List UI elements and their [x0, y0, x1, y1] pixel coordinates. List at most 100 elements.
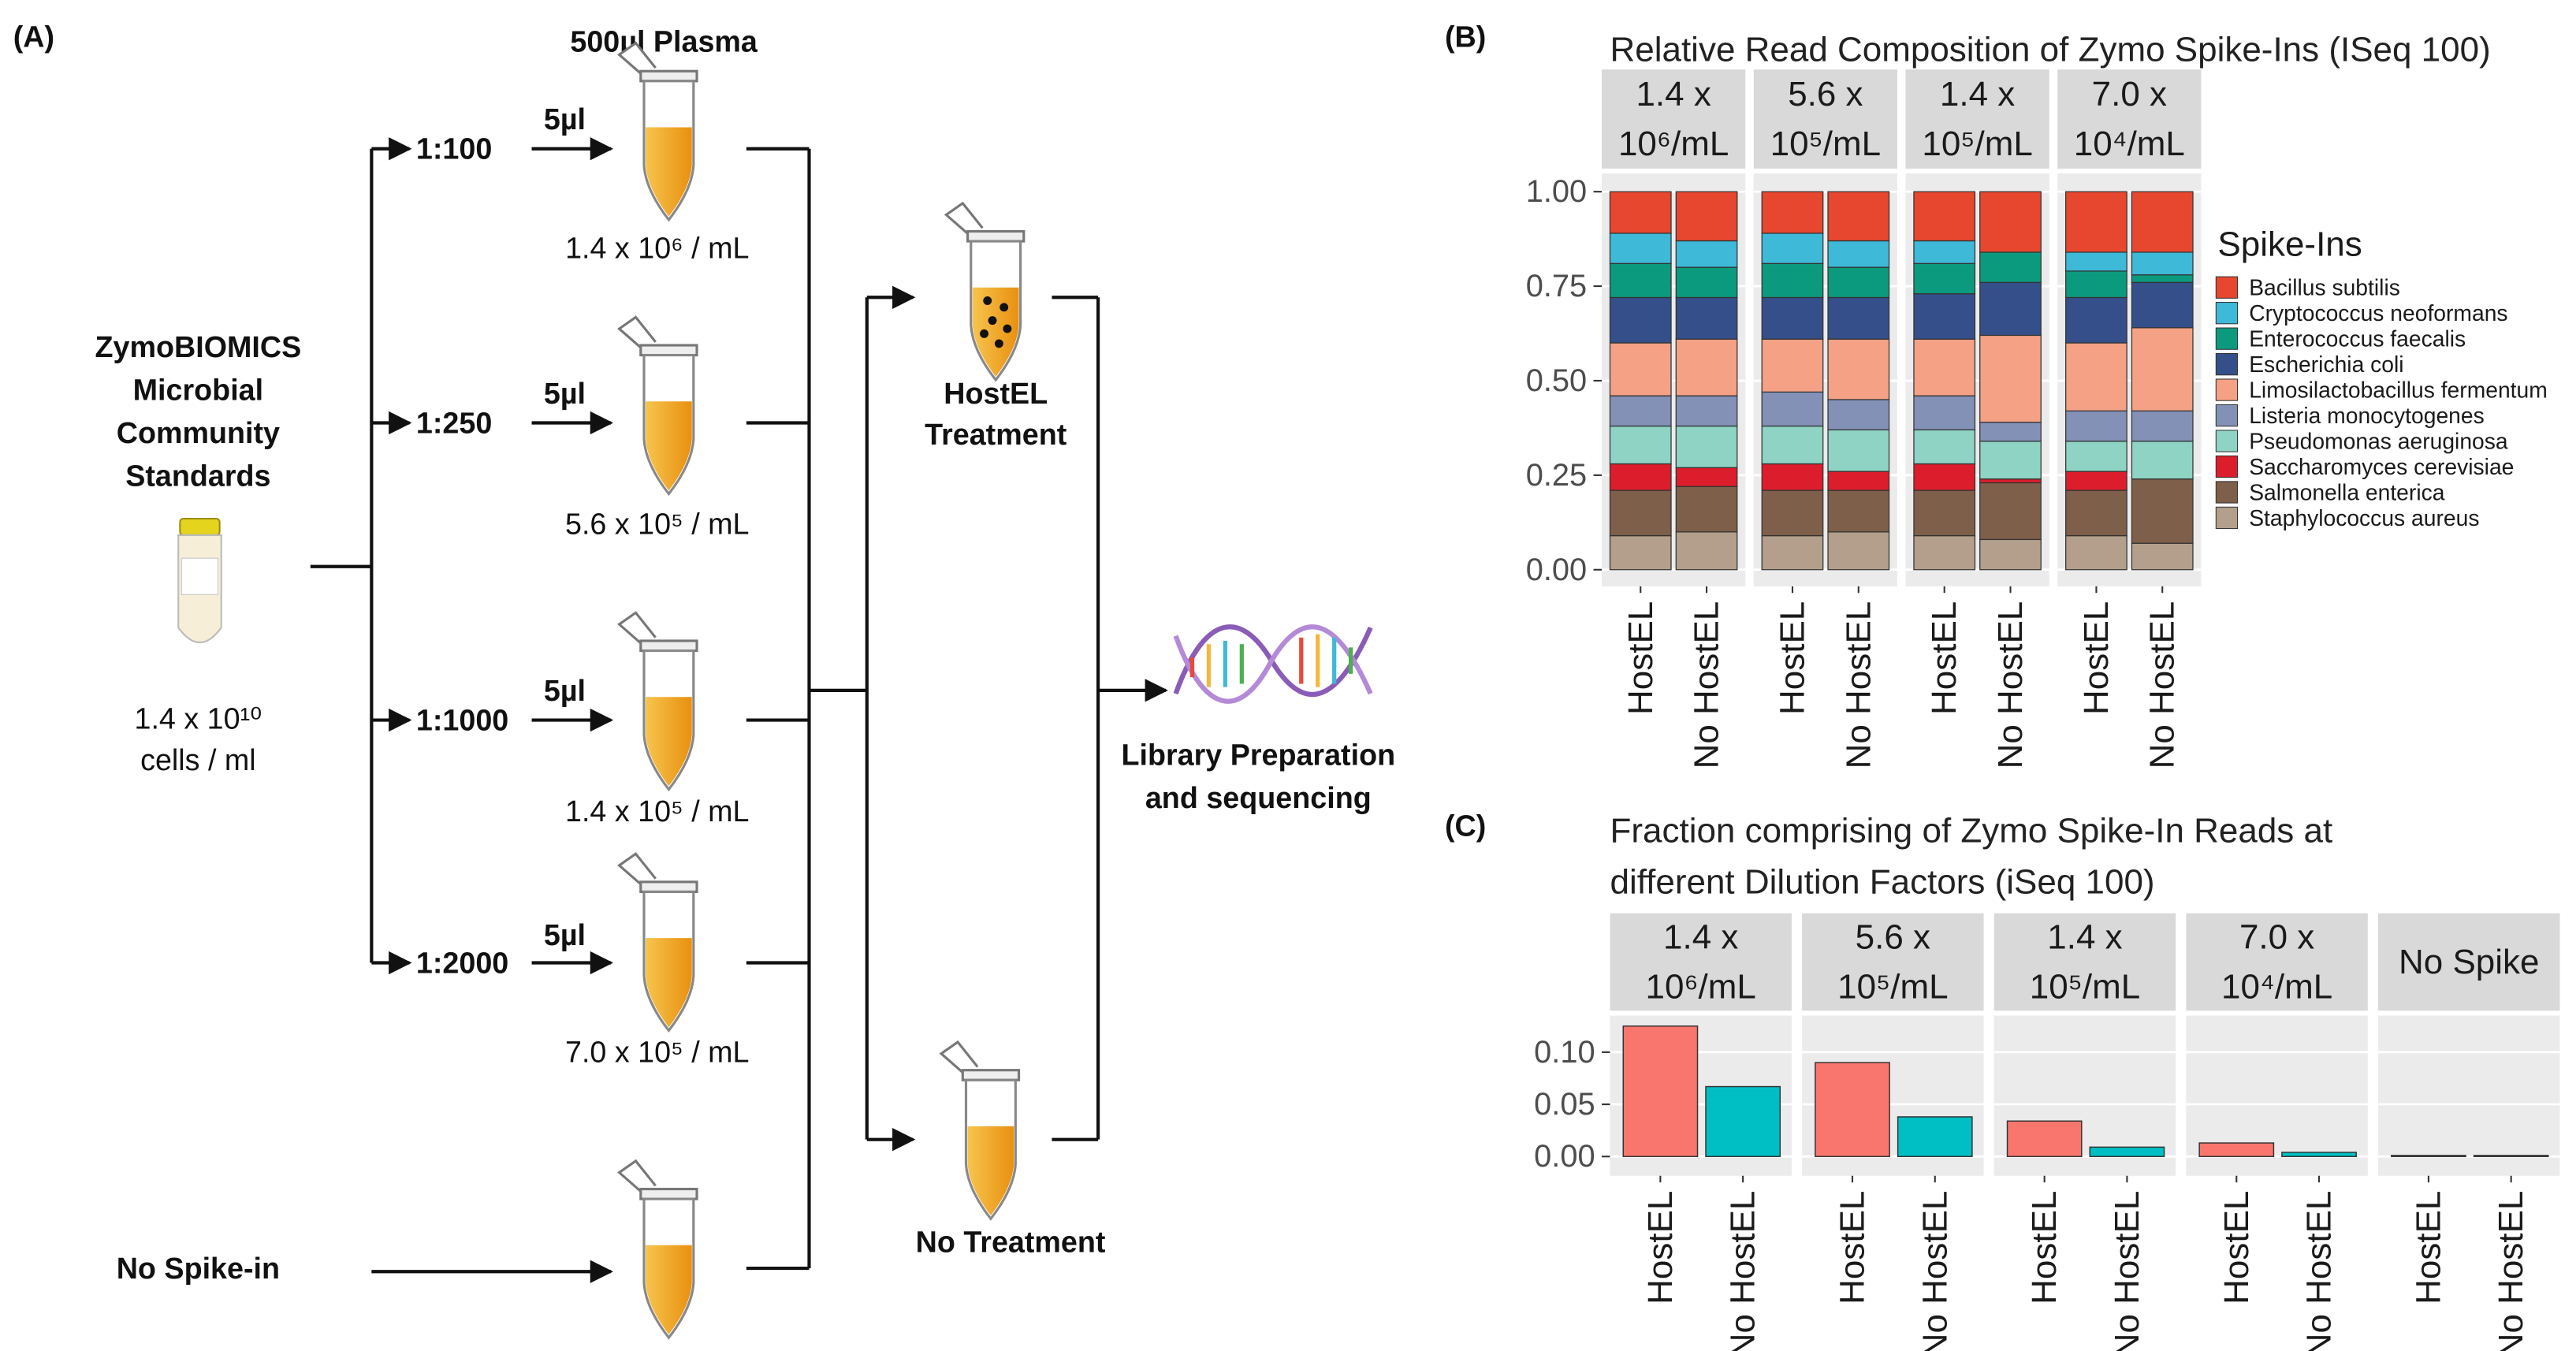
bar-segment [1979, 478, 2042, 484]
x-tick-label: HostEL [1773, 601, 1811, 715]
dilution-ratio: 1:1000 [416, 704, 508, 737]
volume: 5µl [544, 377, 586, 410]
bar-segment [1979, 538, 2042, 571]
source-name: Community [117, 416, 280, 449]
bar-segment [1827, 338, 1890, 400]
source-concentration: 1.4 x 10¹⁰ [135, 702, 262, 735]
tube [618, 852, 698, 1032]
bar-segment [1675, 486, 1738, 533]
legend-title: Spike-Ins [2217, 225, 2362, 264]
bar-segment [1913, 338, 1976, 396]
strip-label: 7.0 x [2092, 75, 2167, 114]
tube [618, 42, 698, 221]
bar-segment [2131, 410, 2194, 442]
strip-label: 1.4 x [1663, 918, 1738, 957]
bar-segment [1761, 233, 1824, 264]
bar-segment [1675, 296, 1738, 340]
bar-segment [2065, 471, 2127, 491]
legend-label: Saccharomyces cerevisiae [2249, 454, 2514, 479]
bar-segment [1827, 240, 1890, 268]
bar-segment [2065, 410, 2127, 442]
concentration: 7.0 x 10⁵ / mL [565, 1036, 750, 1069]
bar-segment [1675, 240, 1738, 268]
bar-segment [1675, 467, 1738, 487]
x-tick-label: HostEL [2025, 1191, 2064, 1304]
bar-segment [1609, 425, 1672, 465]
bar-segment [2131, 327, 2194, 411]
x-tick-label: No HostEL [2108, 1191, 2146, 1351]
legend-swatch [2215, 481, 2239, 504]
bar-segment [1675, 395, 1738, 427]
legend-swatch [2215, 378, 2239, 401]
bar-segment [1979, 191, 2042, 253]
bar [1705, 1085, 1781, 1157]
bar-segment [1979, 422, 2042, 442]
x-tick-label: No HostEL [1991, 601, 2030, 769]
bar-segment [1913, 240, 1976, 264]
strip-label: 10⁴/mL [2074, 125, 2185, 163]
y-tick-label: 0.05 [1534, 1087, 1595, 1122]
bar-segment [2131, 441, 2194, 480]
y-tick-label: 0.75 [1526, 269, 1587, 303]
bar-segment [1827, 429, 1890, 472]
legend-label: Salmonella enterica [2249, 479, 2445, 504]
bar-segment [1675, 425, 1738, 468]
bar-segment [2065, 441, 2127, 472]
chart-title: Relative Read Composition of Zymo Spike-… [1610, 31, 2491, 69]
dilution-ratio: 1:250 [416, 406, 492, 439]
no-spike-label: No Spike-in [117, 1252, 280, 1285]
bar-segment [1609, 191, 1672, 234]
bar-segment [1913, 262, 1976, 295]
source-name: ZymoBIOMICS [95, 330, 302, 363]
x-tick-label: HostEL [2217, 1191, 2256, 1304]
legend-swatch [2215, 276, 2239, 299]
bar-segment [1675, 338, 1738, 396]
bar-segment [2065, 191, 2127, 253]
legend-swatch [2215, 506, 2239, 530]
x-tick-label: No HostEL [1688, 601, 1726, 769]
bar-segment [2065, 270, 2127, 299]
bar-segment [1913, 534, 1976, 571]
bar [2089, 1146, 2165, 1157]
bar [1815, 1062, 1890, 1157]
bar-segment [1827, 531, 1890, 571]
bar-segment [1675, 266, 1738, 299]
treatment-label: HostEL [944, 377, 1048, 410]
bar-segment [1979, 251, 2042, 283]
strip [1802, 913, 1984, 1011]
x-tick-label: No HostEL [1724, 1191, 1763, 1351]
bar-segment [1761, 191, 1824, 234]
x-tick-label: No HostEL [2143, 601, 2182, 769]
volume: 5µl [544, 674, 586, 707]
bar-segment [2131, 281, 2194, 329]
x-tick-label: HostEL [1925, 601, 1964, 715]
bar-segment [1827, 399, 1890, 430]
strip [2057, 69, 2202, 169]
strip-label: 1.4 x [1636, 75, 1711, 114]
bar-segment [1609, 534, 1672, 571]
dilution-ratio: 1:2000 [416, 947, 508, 980]
strip-label: 10⁵/mL [1770, 125, 1881, 163]
strip [2186, 913, 2368, 1011]
legend-label: Limosilactobacillus fermentum [2249, 378, 2548, 403]
strip-label: 10⁵/mL [2030, 967, 2140, 1006]
strip-label: 5.6 x [1788, 75, 1863, 114]
strip [1753, 69, 1898, 169]
bar-segment [1761, 391, 1824, 427]
concentration: 1.4 x 10⁵ / mL [565, 795, 750, 828]
y-tick-label: 0.00 [1534, 1139, 1595, 1174]
bar [2281, 1152, 2357, 1157]
bar-segment [1761, 463, 1824, 491]
x-tick-label: No HostEL [2492, 1191, 2530, 1351]
bar [1897, 1116, 1973, 1157]
bar-segment [2131, 542, 2194, 571]
strip-label: 10⁴/mL [2221, 967, 2332, 1006]
bar-segment [1675, 531, 1738, 571]
x-tick-label: HostEL [2077, 601, 2116, 715]
strip-label: 10⁵/mL [1922, 125, 2032, 163]
bar [1622, 1025, 1699, 1157]
chart-title: different Dilution Factors (iSeq 100) [1610, 862, 2155, 901]
strip-label: 1.4 x [2047, 918, 2122, 957]
bar-segment [1913, 463, 1976, 491]
treatment-label: Treatment [925, 418, 1067, 451]
